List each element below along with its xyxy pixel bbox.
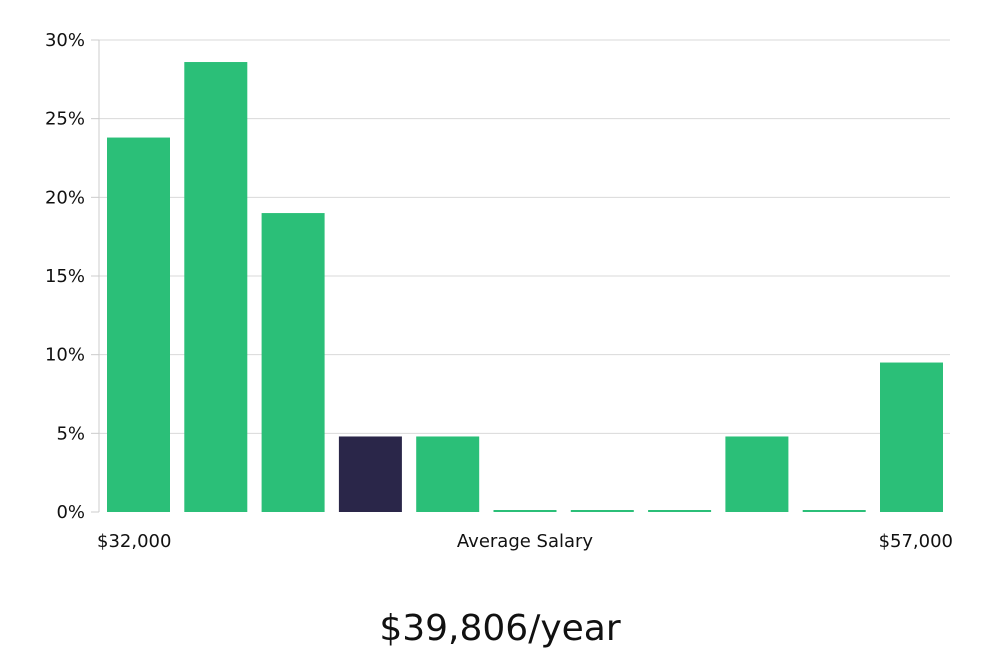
bar bbox=[261, 213, 325, 513]
x-axis-title: Average Salary bbox=[457, 531, 594, 552]
bar bbox=[570, 510, 634, 512]
bar bbox=[880, 362, 943, 512]
bar bbox=[648, 510, 712, 512]
y-tick-label: 25% bbox=[45, 109, 85, 130]
x-max-label: $57,000 bbox=[879, 531, 953, 552]
bar bbox=[416, 436, 480, 512]
bar bbox=[493, 510, 557, 512]
bar bbox=[184, 62, 248, 512]
y-tick-label: 30% bbox=[45, 30, 85, 51]
bar bbox=[107, 137, 170, 512]
bar bbox=[725, 436, 789, 512]
average-salary-caption: $39,806/year bbox=[379, 608, 621, 649]
bar bbox=[802, 510, 866, 512]
y-tick-label: 10% bbox=[45, 345, 85, 366]
bar-highlighted bbox=[338, 436, 402, 512]
y-tick-label: 15% bbox=[45, 266, 85, 287]
x-min-label: $32,000 bbox=[97, 531, 171, 552]
y-tick-label: 5% bbox=[56, 423, 85, 444]
y-tick-label: 0% bbox=[56, 502, 85, 523]
y-tick-label: 20% bbox=[45, 187, 85, 208]
